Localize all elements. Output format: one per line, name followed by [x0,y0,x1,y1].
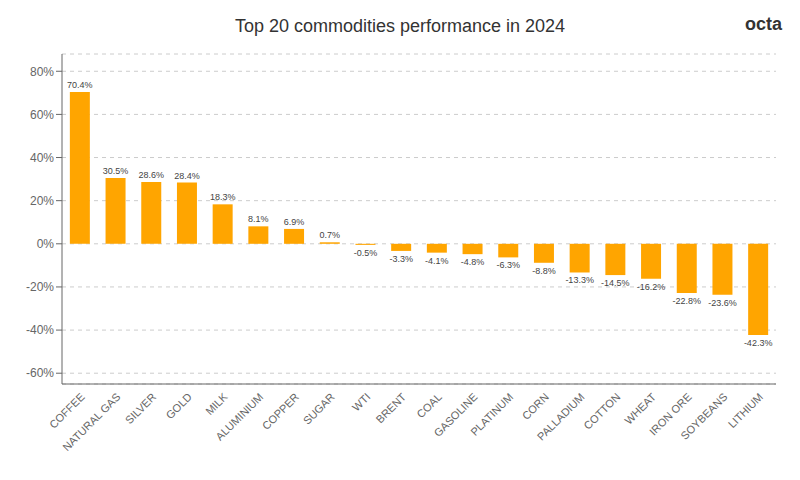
svg-text:-3.3%: -3.3% [389,254,413,264]
svg-text:-0.5%: -0.5% [354,248,378,258]
svg-text:40%: 40% [30,151,54,165]
svg-text:IRON ORE: IRON ORE [646,390,694,438]
svg-text:MILK: MILK [203,390,230,417]
svg-text:80%: 80% [30,65,54,79]
svg-text:-22.8%: -22.8% [672,296,701,306]
svg-text:30.5%: 30.5% [103,166,129,176]
svg-text:-20%: -20% [26,280,54,294]
svg-text:0.7%: 0.7% [319,230,340,240]
svg-text:-8.8%: -8.8% [532,266,556,276]
svg-text:-60%: -60% [26,366,54,380]
svg-text:8.1%: 8.1% [248,214,269,224]
svg-text:-40%: -40% [26,323,54,337]
html-text:Top 20 commodities performance: Top 20 commodities performance in 2024 [234,15,566,36]
svg-text:WHEAT: WHEAT [622,390,658,426]
svg-text:0%: 0% [37,237,55,251]
svg-text:GASOLINE: GASOLINE [431,390,480,439]
svg-text:PALLADIUM: PALLADIUM [535,391,587,443]
svg-text:BRENT: BRENT [373,390,408,425]
svg-text:20%: 20% [30,194,54,208]
svg-text:NATURAL GAS: NATURAL GAS [60,391,123,454]
html-text:octa: octa [745,14,782,34]
svg-text:ALUMINIUM: ALUMINIUM [213,391,265,443]
svg-text:COPPER: COPPER [260,391,301,432]
svg-text:GOLD: GOLD [163,391,194,422]
svg-text:SOYBEANS: SOYBEANS [678,391,729,442]
svg-text:-16.2%: -16.2% [637,282,666,292]
svg-text:CORN: CORN [520,391,551,422]
svg-text:LITHIUM: LITHIUM [726,391,766,431]
svg-text:PLATINUM: PLATINUM [468,391,515,438]
svg-text:COFFEE: COFFEE [46,390,87,431]
svg-text:28.4%: 28.4% [174,171,200,181]
svg-text:28.6%: 28.6% [138,170,164,180]
svg-text:-42.3%: -42.3% [744,338,773,348]
svg-text:-13.3%: -13.3% [565,275,594,285]
svg-text:WTI: WTI [350,391,373,414]
svg-text:-6.3%: -6.3% [496,260,520,270]
svg-text:COAL: COAL [414,391,444,421]
svg-text:6.9%: 6.9% [284,217,305,227]
svg-text:-23.6%: -23.6% [708,298,737,308]
svg-text:70.4%: 70.4% [67,80,93,90]
svg-text:COTTON: COTTON [581,391,622,432]
svg-text:-4.1%: -4.1% [425,256,449,266]
svg-text:-4.8%: -4.8% [461,257,485,267]
svg-text:SILVER: SILVER [123,391,159,427]
svg-text:-14.5%: -14.5% [601,278,630,288]
svg-text:SUGAR: SUGAR [301,391,337,427]
svg-text:60%: 60% [30,108,54,122]
svg-text:18.3%: 18.3% [210,192,236,202]
